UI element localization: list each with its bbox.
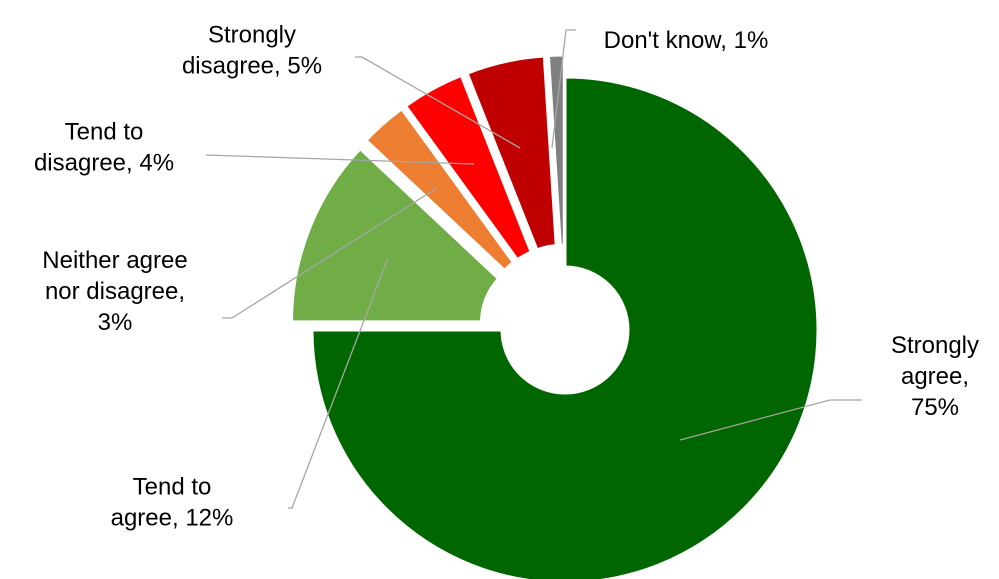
slice-neither-agree-nor-disagree [363, 106, 516, 273]
data-label-neither-agree-nor-disagree: Neither agree nor disagree, 3% [42, 247, 187, 336]
leader-line-strongly-agree [679, 399, 862, 441]
chart-leader-lines [205, 29, 862, 509]
data-label-line: agree, [901, 363, 969, 390]
slice-don-t-know [546, 53, 566, 247]
leader-line-neither-agree-nor-disagree [222, 187, 438, 319]
slice-strongly-disagree [465, 54, 558, 252]
chart-slices [290, 53, 820, 579]
data-label-line: 75% [911, 394, 959, 421]
slice-strongly-agree [310, 75, 820, 579]
slice-tend-to-disagree [403, 73, 534, 262]
data-label-line: disagree, 4% [34, 150, 174, 177]
data-label-line: agree, 12% [111, 505, 234, 532]
leader-line-tend-to-disagree [205, 154, 475, 165]
data-label-don-t-know: Don't know, 1% [604, 27, 769, 54]
slice-tend-to-agree [290, 146, 501, 324]
data-label-line: Tend to [133, 474, 212, 501]
data-label-line: Tend to [65, 119, 144, 146]
leader-line-strongly-disagree [355, 56, 521, 149]
data-label-strongly-agree: Strongly agree, 75% [891, 332, 979, 421]
data-label-line: nor disagree, [45, 278, 185, 305]
data-label-tend-to-disagree: Tend to disagree, 4% [34, 119, 174, 177]
data-label-line: Don't know, 1% [604, 27, 769, 54]
data-label-strongly-disagree: Strongly disagree, 5% [182, 22, 322, 80]
data-label-line: Strongly [208, 22, 296, 49]
data-label-line: Neither agree [42, 247, 187, 274]
data-label-line: Strongly [891, 332, 979, 359]
data-label-line: disagree, 5% [182, 53, 322, 80]
leader-line-tend-to-agree [288, 257, 389, 509]
leader-line-don-t-know [551, 29, 576, 149]
data-label-tend-to-agree: Tend to agree, 12% [111, 474, 234, 532]
data-label-line: 3% [98, 309, 133, 336]
chart-data-labels: Strongly agree, 75% Tend to agree, 12% Neithe… [34, 22, 979, 532]
